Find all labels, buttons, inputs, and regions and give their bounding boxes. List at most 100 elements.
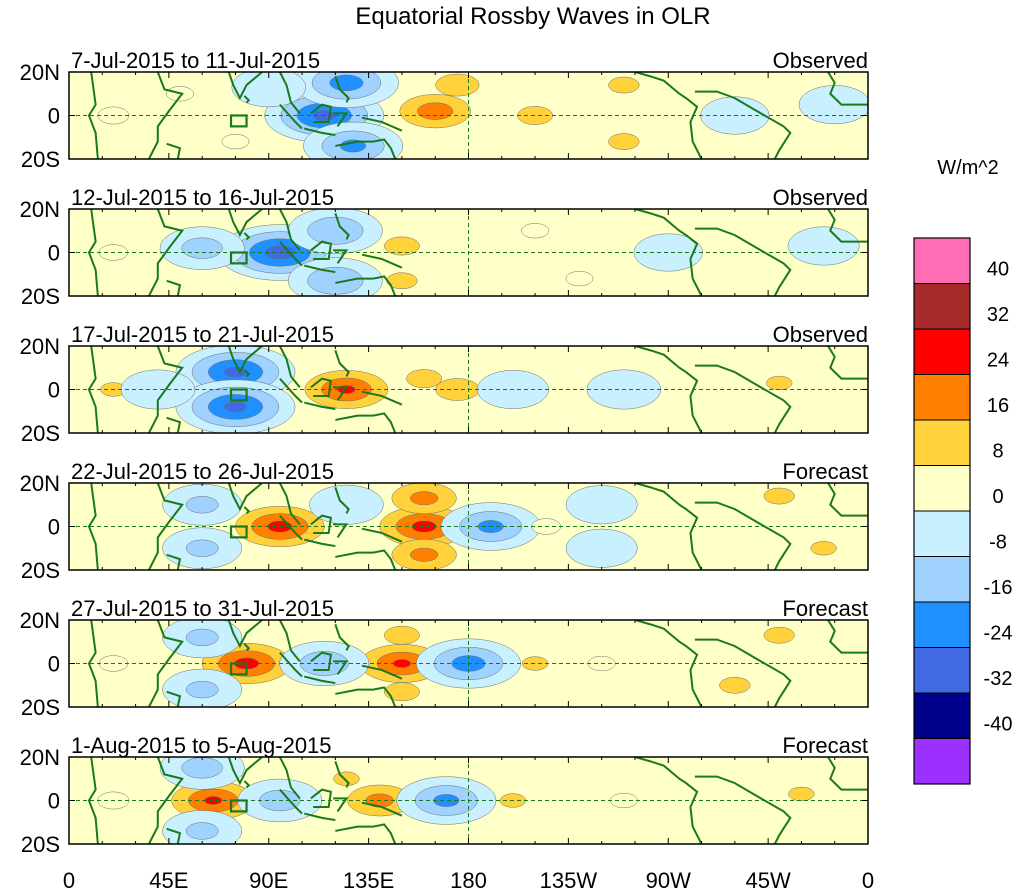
anomaly-11-contour bbox=[565, 528, 638, 568]
colorbar-swatch bbox=[913, 738, 971, 785]
coastline bbox=[148, 209, 184, 296]
coastline bbox=[634, 757, 703, 844]
anomaly-2-contour bbox=[307, 216, 364, 245]
panel-status: Forecast bbox=[782, 596, 868, 621]
y-tick-label: 20N bbox=[20, 197, 60, 222]
x-tick-label: 45E bbox=[149, 868, 188, 890]
coastline bbox=[634, 209, 703, 296]
chart-title: Equatorial Rossby Waves in OLR bbox=[355, 3, 710, 30]
anomaly-field bbox=[87, 72, 868, 159]
y-tick-label: 0 bbox=[48, 515, 60, 540]
coastline bbox=[278, 757, 301, 799]
x-tick-label: 90E bbox=[249, 868, 288, 890]
coastline bbox=[148, 72, 184, 159]
coastline bbox=[227, 209, 263, 238]
colorbar-swatch bbox=[913, 465, 971, 512]
coastline bbox=[310, 514, 333, 535]
coastlines bbox=[87, 757, 868, 844]
coastline bbox=[310, 103, 333, 124]
coastline bbox=[166, 142, 182, 159]
coastline bbox=[333, 112, 349, 127]
coastline bbox=[335, 412, 397, 433]
coastline bbox=[310, 240, 333, 261]
colorbar-label: -16 bbox=[984, 577, 1013, 599]
anomaly-8-contour bbox=[309, 484, 384, 525]
coastline bbox=[333, 660, 349, 675]
x-tick-label: 180 bbox=[450, 868, 487, 890]
y-tick-label: 20S bbox=[21, 558, 60, 583]
y-tick-label: 0 bbox=[48, 104, 60, 129]
panel-date-range: 22-Jul-2015 to 26-Jul-2015 bbox=[71, 459, 334, 484]
coastline bbox=[279, 103, 303, 130]
coastline bbox=[827, 483, 868, 517]
coastline bbox=[279, 651, 303, 678]
colorbar-swatch bbox=[913, 374, 971, 421]
colorbar-label: -40 bbox=[984, 714, 1013, 736]
coastline bbox=[87, 209, 99, 296]
panel-status: Forecast bbox=[782, 733, 868, 758]
y-tick-label: 20S bbox=[21, 147, 60, 172]
coastline bbox=[243, 506, 251, 515]
anomaly-8-contour bbox=[565, 271, 594, 287]
colorbar: W/m^2 40 32 24 16 8 0 -8 -16 -24 -32 -40 bbox=[913, 157, 1013, 785]
reference-box bbox=[229, 251, 248, 265]
coastline bbox=[333, 249, 349, 264]
coastline bbox=[304, 264, 336, 274]
x-tick-label: 0 bbox=[63, 868, 75, 890]
panel-date-range: 12-Jul-2015 to 16-Jul-2015 bbox=[71, 185, 334, 210]
panel-5: 20N 0 20S 27-Jul-2015 to 31-Jul-2015 Forecas… bbox=[20, 596, 869, 720]
panel-3: 20N 0 20S 17-Jul-2015 to 21-Jul-2015 Observe… bbox=[20, 322, 869, 446]
x-tick-label: 135W bbox=[540, 868, 598, 890]
coastline bbox=[361, 253, 403, 269]
anomaly-3-contour bbox=[384, 625, 420, 645]
coastline bbox=[634, 346, 703, 433]
colorbar-label: -24 bbox=[984, 623, 1013, 645]
y-tick-label: 20S bbox=[21, 284, 60, 309]
coastline bbox=[335, 549, 397, 570]
colorbar-label: 24 bbox=[987, 350, 1009, 372]
panel-status: Forecast bbox=[782, 459, 868, 484]
coastline bbox=[227, 757, 263, 786]
coastlines bbox=[87, 346, 868, 433]
y-tick-label: 20N bbox=[20, 334, 60, 359]
coastline bbox=[361, 801, 403, 817]
colorbar-swatch bbox=[913, 556, 971, 603]
coastlines bbox=[87, 483, 868, 570]
y-tick-label: 0 bbox=[48, 378, 60, 403]
coastlines bbox=[87, 620, 868, 707]
coastline bbox=[694, 364, 792, 433]
anomaly-6-contour bbox=[435, 73, 480, 97]
colorbar-swatch bbox=[913, 419, 971, 466]
coastline bbox=[227, 483, 263, 512]
anomaly-4-contour bbox=[406, 369, 442, 389]
x-tick-label: 135E bbox=[343, 868, 394, 890]
reference-box bbox=[229, 799, 248, 813]
anomaly-7-contour bbox=[185, 628, 219, 647]
coastlines bbox=[87, 209, 868, 296]
coastline bbox=[694, 638, 792, 707]
coastline bbox=[87, 483, 99, 570]
x-tick-label: 45W bbox=[746, 868, 791, 890]
colorbar-frame bbox=[913, 237, 971, 785]
coastline bbox=[243, 780, 251, 789]
reference-box bbox=[229, 388, 248, 402]
coastline bbox=[333, 797, 349, 812]
coastline bbox=[166, 279, 182, 296]
coastline bbox=[304, 401, 336, 411]
coastline bbox=[243, 232, 251, 241]
coastline bbox=[278, 72, 301, 114]
y-tick-label: 20N bbox=[20, 471, 60, 496]
colorbar-swatch bbox=[913, 328, 971, 375]
coastline bbox=[335, 823, 397, 844]
coastline bbox=[634, 72, 703, 159]
coastline bbox=[227, 72, 263, 101]
coastline bbox=[827, 209, 868, 243]
coastline bbox=[333, 523, 349, 538]
anomaly-8-contour bbox=[185, 680, 219, 699]
anomaly-2-contour bbox=[224, 401, 247, 413]
anomaly-3-contour bbox=[409, 491, 439, 506]
coastline bbox=[243, 369, 251, 378]
anomaly-13-contour bbox=[810, 541, 837, 556]
panel-1: 20N 0 20S 7-Jul-2015 to 11-Jul-2015 Observed bbox=[20, 48, 869, 172]
